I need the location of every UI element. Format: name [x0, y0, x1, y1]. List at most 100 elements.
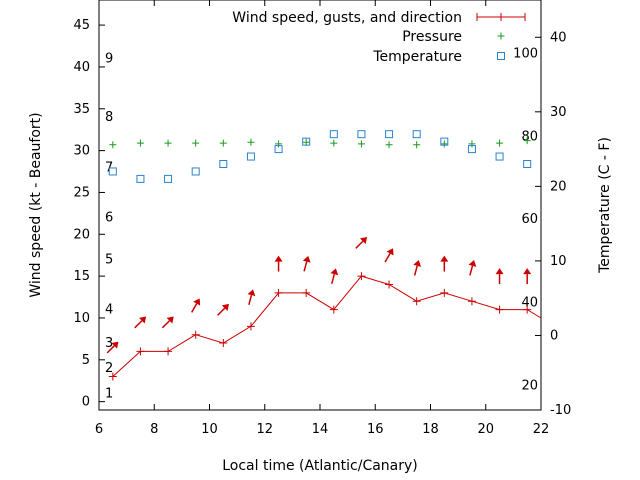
wind-speed-point	[412, 297, 421, 306]
wind-speed-point	[357, 272, 366, 281]
wind-speed-point	[329, 305, 338, 314]
wind-speed-point	[274, 288, 283, 297]
y-tick-label: 45	[73, 18, 90, 33]
x-tick-label: 8	[150, 422, 158, 437]
pressure-point	[357, 140, 365, 148]
fahrenheit-label: 80	[521, 129, 538, 144]
x-tick-label: 10	[201, 422, 218, 437]
temperature-point	[164, 174, 173, 183]
pressure-point	[468, 140, 476, 148]
temperature-point	[246, 152, 255, 161]
wind-direction-arrow	[355, 236, 368, 249]
pressure-point	[247, 138, 255, 146]
temperature-point	[136, 174, 145, 183]
wind-direction-arrow	[161, 316, 174, 329]
wind-direction-arrow	[384, 248, 394, 263]
wind-direction-arrow-shaft	[161, 320, 171, 329]
x-tick-label: 20	[477, 422, 494, 437]
pressure-point	[496, 139, 504, 147]
y-tick-label: 30	[73, 144, 90, 159]
pressure-point	[523, 137, 531, 145]
wind-direction-arrow	[330, 268, 339, 285]
legend-pressure-label: Pressure	[402, 29, 462, 45]
pressure-point	[192, 139, 200, 147]
wind-direction-arrow	[106, 341, 119, 354]
y-tick-label: 25	[73, 185, 90, 200]
wind-direction-arrow-shaft	[355, 240, 364, 249]
wind-speed-point	[523, 305, 532, 314]
pressure-point	[136, 139, 144, 147]
wind-direction-arrow-shaft	[413, 265, 418, 276]
wind-speed-point	[495, 305, 504, 314]
legend-wind-swatch	[476, 13, 526, 21]
y-tick-label: 35	[73, 102, 90, 117]
plot-area	[98, 0, 542, 411]
wind-direction-arrow-head	[111, 341, 119, 349]
beaufort-label: 1	[105, 386, 113, 401]
wind-speed-point	[440, 288, 449, 297]
pressure-point	[302, 138, 310, 146]
wind-direction-arrow-head	[495, 268, 504, 275]
y-tick-label: 40	[73, 60, 90, 75]
y-axis-title: Wind speed (kt - Beaufort)	[28, 112, 44, 297]
y2-tick-label: -10	[550, 403, 571, 418]
wind-direction-arrow-head	[413, 260, 422, 267]
wind-direction-arrow-head	[523, 268, 532, 275]
beaufort-label: 2	[105, 361, 113, 376]
y2-tick-label: 10	[550, 254, 567, 269]
beaufort-label: 5	[105, 252, 113, 267]
wind-speed-point	[467, 297, 476, 306]
legend-wind-label: Wind speed, gusts, and direction	[232, 10, 462, 26]
beaufort-label: 9	[105, 52, 113, 67]
wind-speed-point	[246, 322, 255, 331]
x-axis-title: Local time (Atlantic/Canary)	[222, 458, 418, 474]
wind-direction-arrow-head	[440, 255, 449, 262]
wind-direction-arrow-shaft	[248, 294, 253, 305]
y2-tick-label: 0	[550, 328, 558, 343]
y2-tick-label: 30	[550, 105, 567, 120]
y2-tick-label: 20	[550, 179, 567, 194]
wind-direction-arrow-head	[221, 303, 229, 312]
wind-speed-point	[164, 347, 173, 356]
x-tick-label: 18	[422, 422, 439, 437]
wind-direction-arrow-shaft	[134, 320, 143, 329]
temperature-point	[385, 130, 394, 139]
temperature-point	[191, 167, 200, 176]
wind-direction-arrow-head	[386, 248, 394, 256]
temperature-point	[440, 137, 449, 146]
temperature-point	[412, 130, 421, 139]
wind-speed-point	[385, 280, 394, 289]
wind-direction-arrow-head	[360, 236, 368, 245]
wind-direction-arrow-shaft	[469, 265, 474, 276]
beaufort-label: 3	[105, 336, 113, 351]
temperature-point	[523, 160, 532, 168]
y-tick-label: 10	[73, 311, 90, 326]
pressure-point	[413, 141, 421, 149]
wind-direction-arrow-shaft	[217, 307, 226, 316]
x-tick-label: 16	[367, 422, 384, 437]
wind-direction-arrow-head	[302, 255, 311, 263]
fahrenheit-label: 40	[521, 296, 538, 311]
wind-direction-arrow	[495, 268, 504, 285]
temperature-point	[329, 130, 338, 139]
beaufort-label: 8	[105, 110, 113, 125]
wind-direction-arrow-shaft	[331, 273, 336, 285]
wind-direction-arrow-shaft	[384, 253, 391, 263]
wind-direction-arrow-shaft	[191, 303, 198, 313]
pressure-point	[219, 139, 227, 147]
wind-direction-arrow	[247, 289, 256, 305]
wind-direction-arrow	[523, 268, 532, 285]
y-tick-label: 15	[73, 269, 90, 284]
pressure-point	[275, 140, 283, 148]
legend-temperature-swatch	[497, 52, 505, 60]
wind-direction-arrow	[191, 298, 201, 313]
temperature-point	[108, 167, 117, 176]
wind-speed-point	[219, 339, 228, 348]
wind-direction-arrow	[302, 255, 311, 272]
wind-direction-arrow-head	[139, 316, 147, 324]
temperature-point	[467, 145, 476, 154]
temperature-point	[219, 160, 228, 168]
wind-direction-arrow	[440, 255, 449, 272]
wind-speed-point	[302, 288, 311, 297]
